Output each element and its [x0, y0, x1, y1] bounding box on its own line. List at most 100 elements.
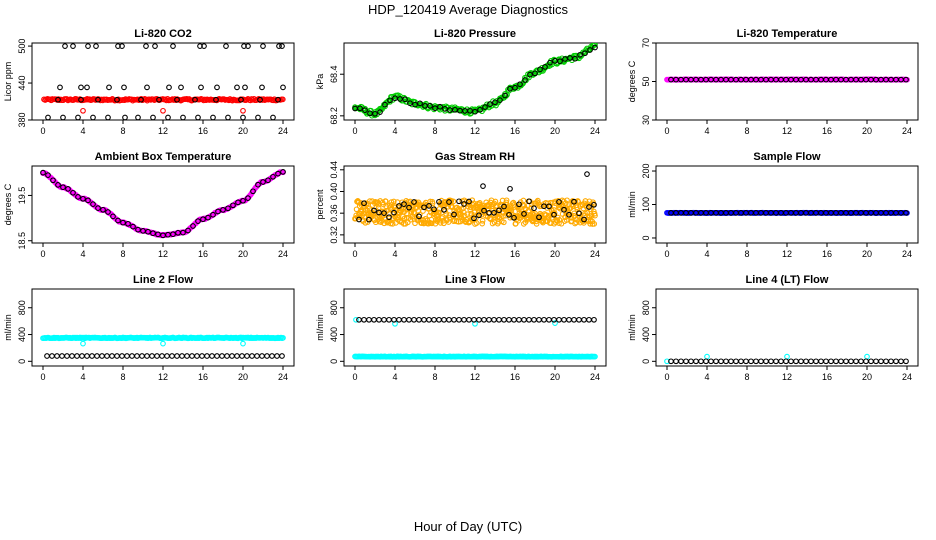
data-point	[496, 316, 502, 323]
data-point	[477, 106, 483, 113]
data-point	[571, 316, 577, 323]
data-point	[225, 205, 231, 212]
data-point	[376, 316, 382, 323]
data-point	[204, 353, 210, 359]
data-point	[110, 213, 116, 220]
data-point	[571, 198, 577, 205]
data-point	[174, 96, 180, 103]
data-point	[576, 316, 582, 323]
data-point	[274, 353, 280, 359]
data-point	[556, 316, 562, 323]
data-point	[472, 108, 478, 115]
data-point	[531, 316, 537, 323]
data-point	[115, 43, 121, 49]
data-point	[372, 219, 379, 226]
data-point	[426, 203, 432, 209]
y-axis-label: ml/min	[627, 191, 637, 218]
data-point	[793, 358, 799, 365]
panel-title: Li-820 CO2	[134, 28, 191, 40]
x-tick-label: 16	[510, 372, 520, 382]
series-3	[356, 316, 597, 323]
x-tick-label: 12	[470, 372, 480, 382]
data-point	[491, 316, 497, 323]
x-tick-label: 4	[392, 372, 397, 382]
x-tick-label: 0	[40, 126, 45, 136]
x-tick-label: 12	[158, 249, 168, 259]
data-point	[552, 320, 558, 326]
data-point	[446, 316, 452, 323]
data-point	[160, 340, 166, 347]
data-point	[556, 199, 562, 205]
x-tick-label: 24	[278, 372, 288, 382]
data-point	[145, 228, 151, 235]
series-1	[352, 197, 598, 227]
x-tick-label: 12	[470, 249, 480, 259]
data-point	[763, 358, 769, 365]
data-point	[451, 316, 457, 323]
data-point	[688, 358, 694, 365]
data-point	[406, 316, 412, 323]
x-tick-label: 24	[902, 372, 912, 382]
data-point	[683, 358, 689, 365]
series-1	[40, 334, 286, 342]
data-point	[512, 84, 518, 91]
x-tick-label: 8	[744, 249, 749, 259]
y-axis-label: percent	[315, 189, 325, 220]
data-point	[591, 316, 597, 323]
data-point	[362, 107, 368, 113]
x-tick-label: 16	[822, 126, 832, 136]
data-point	[264, 353, 270, 359]
data-point	[521, 316, 527, 323]
data-point	[106, 84, 112, 91]
data-point	[407, 216, 414, 223]
x-tick-label: 4	[80, 372, 85, 382]
data-point	[704, 353, 710, 360]
panel-1: Li-820 CO2 Licor ppm 0 4 8 12 16 20 24 380 440 500	[3, 28, 295, 136]
data-point	[255, 114, 261, 120]
data-point	[70, 189, 76, 196]
y-axis-label: degrees C	[627, 60, 637, 102]
y-tick-label: 400	[329, 327, 339, 342]
data-point	[412, 101, 418, 108]
data-point	[573, 219, 580, 226]
data-point	[531, 205, 537, 212]
data-point	[154, 353, 160, 359]
data-point	[479, 220, 486, 227]
panel-3: Li-820 Temperature degrees C 0 4 8 12 16 20 24 30…	[627, 28, 919, 136]
data-point	[431, 316, 437, 323]
data-point	[903, 76, 909, 83]
data-point	[189, 353, 195, 359]
data-point	[234, 84, 240, 91]
data-point	[242, 84, 248, 91]
data-point	[818, 358, 824, 365]
data-point	[451, 211, 457, 218]
data-point	[441, 316, 447, 323]
data-point	[506, 316, 512, 323]
y-tick-label: 100	[641, 197, 651, 212]
data-point	[521, 211, 527, 217]
y-tick-label: 0.40	[329, 183, 339, 201]
data-point	[64, 353, 70, 359]
data-point	[473, 220, 480, 226]
series-3	[480, 171, 590, 192]
data-point	[45, 114, 51, 120]
x-tick-label: 4	[392, 126, 397, 136]
data-point	[366, 216, 372, 223]
plot-points	[352, 171, 598, 227]
data-point	[693, 358, 699, 365]
data-point	[561, 206, 567, 213]
data-point	[581, 216, 587, 223]
y-tick-label: 18.5	[17, 232, 27, 250]
data-point	[121, 84, 127, 91]
data-point	[353, 316, 359, 323]
data-point	[417, 100, 423, 107]
data-point	[89, 353, 95, 359]
plot-frame	[31, 165, 295, 244]
data-point	[471, 215, 477, 222]
data-point	[783, 358, 789, 365]
data-point	[431, 206, 437, 213]
data-point	[487, 101, 493, 108]
data-point	[468, 210, 475, 217]
data-point	[386, 316, 392, 323]
